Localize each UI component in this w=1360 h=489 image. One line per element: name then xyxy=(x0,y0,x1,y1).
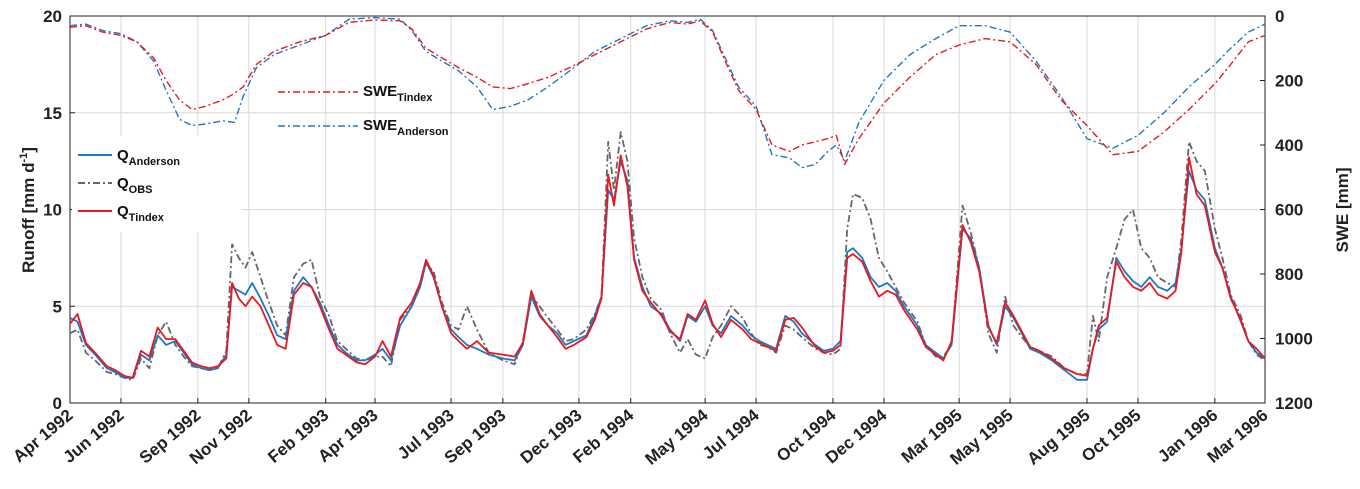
series-lines xyxy=(69,16,1266,381)
series-line-swe_anderson xyxy=(69,16,1266,169)
legend-label-base: Q xyxy=(117,203,129,220)
right-tick-label: 1000 xyxy=(1275,330,1313,349)
grid-lines xyxy=(69,15,1266,404)
left-axis-title: Runoff [mm d-1] xyxy=(18,147,38,273)
series-line-q_anderson xyxy=(69,160,1266,381)
legend-label-swe_tindex: SWETindex xyxy=(363,83,433,104)
left-tick-label: 0 xyxy=(53,394,62,413)
legend-label-q_tindex: QTindex xyxy=(117,203,165,224)
right-tick-label: 0 xyxy=(1275,7,1284,26)
right-tick-label: 600 xyxy=(1275,201,1303,220)
right-axis-title: SWE [mm] xyxy=(1333,168,1352,253)
left-tick-label: 15 xyxy=(43,104,62,123)
legend-label-q_obs: QOBS xyxy=(117,175,153,196)
right-tick-label: 200 xyxy=(1275,72,1303,91)
runoff-legend-box xyxy=(72,136,242,232)
series-line-swe_tindex xyxy=(69,19,1266,166)
left-axis-title-sup: -1 xyxy=(18,153,30,163)
right-tick-label: 400 xyxy=(1275,136,1303,155)
legend-label-base: Q xyxy=(117,147,129,164)
legend-label-sub: Anderson xyxy=(397,126,449,138)
right-tick-label: 800 xyxy=(1275,265,1303,284)
right-axis-ticks: 0 200 400 600 800 1000 1200 xyxy=(1260,7,1313,413)
legend-label-base: SWE xyxy=(363,117,397,134)
legend-label-q_anderson: QAnderson xyxy=(117,147,180,168)
right-tick-label: 1200 xyxy=(1275,394,1313,413)
left-axis-title-text: Runoff [mm d xyxy=(19,162,38,272)
left-axis-ticks: 0 5 10 15 20 xyxy=(43,7,75,413)
legend-label-base: Q xyxy=(117,175,129,192)
legend-label-sub: Tindex xyxy=(397,92,433,104)
left-tick-label: 10 xyxy=(43,201,62,220)
x-tick-label: Aug 1995 xyxy=(1023,406,1093,469)
legend-label-base: SWE xyxy=(363,83,397,100)
series-line-q_tindex xyxy=(69,154,1266,379)
x-tick-label: May 1994 xyxy=(642,405,713,469)
legend-label-sub: Tindex xyxy=(129,212,165,224)
legend-label-swe_anderson: SWEAnderson xyxy=(363,117,449,138)
legend-label-sub: Anderson xyxy=(129,156,181,168)
left-tick-label: 5 xyxy=(53,297,62,316)
left-axis-title-close: ] xyxy=(19,147,38,153)
legend-label-sub: OBS xyxy=(129,184,153,196)
x-tick-label: Jul 1994 xyxy=(699,405,763,463)
left-tick-label: 20 xyxy=(43,7,62,26)
